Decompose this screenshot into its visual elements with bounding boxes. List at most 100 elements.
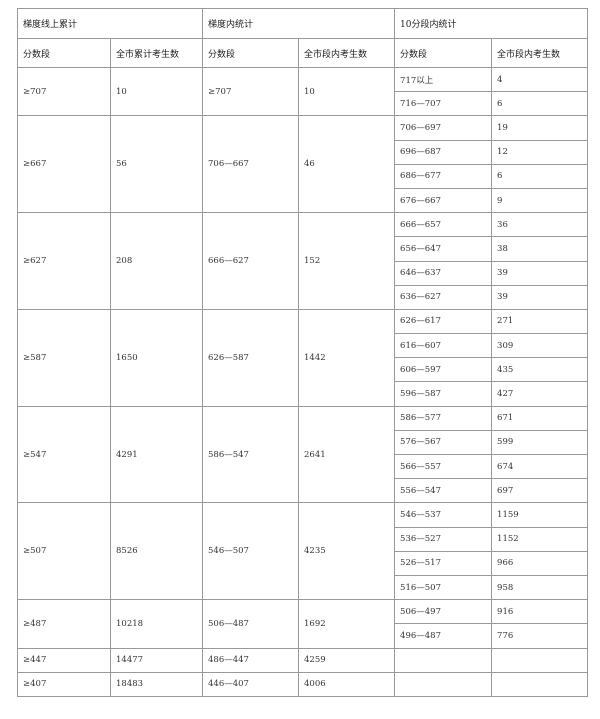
segment-range-cell: 556—547 [394, 478, 493, 504]
score-distribution-table: 梯度线上累计 梯度内统计 10分段内统计 分数段 全市累计考生数 分数段 全市段… [16, 8, 589, 697]
segment-count-cell: 4 [491, 66, 589, 93]
segment-range-cell: 516—507 [394, 574, 493, 601]
segment-range-cell: 616—607 [394, 333, 493, 359]
cumulative-range-cell: ≥407 [17, 671, 111, 697]
table-row: ≥667 56 706—667 46 706—697 19 [17, 115, 589, 214]
segment-count-cell: 966 [491, 550, 589, 576]
segment-count-cell: 39 [491, 260, 589, 286]
segment-range-cell [394, 671, 493, 697]
segment-range-cell: 717以上 [394, 66, 493, 93]
gradient-count-cell: 10 [298, 66, 396, 117]
gradient-range-cell: 446—407 [202, 671, 300, 697]
table-row: 606—597 435 [18, 357, 589, 383]
segment-range-cell: 636—627 [394, 284, 493, 310]
gradient-range-cell: 506—487 [202, 599, 300, 649]
cumulative-range-cell: ≥487 [17, 599, 111, 649]
segment-range-cell: 626—617 [394, 308, 493, 335]
segment-count-cell: 427 [491, 381, 589, 407]
segment-count-cell [491, 671, 589, 697]
cumulative-count-cell: 14477 [109, 647, 204, 673]
segment-range-cell: 506—497 [394, 599, 493, 625]
gradient-range-cell: 666—627 [202, 212, 300, 310]
segment-count-cell: 36 [491, 212, 589, 238]
table-row: ≥507 8526 546—507 4235 546—537 1159 [17, 502, 589, 601]
segment-count-cell: 9 [491, 187, 589, 214]
segment-count-cell: 697 [491, 478, 589, 504]
gradient-count-cell: 2641 [298, 405, 396, 504]
table-row: 686—677 6 [18, 163, 589, 189]
gradient-count-cell: 46 [298, 115, 396, 214]
group-header-gradient: 梯度内统计 [202, 8, 396, 39]
table-row: 616—607 309 [18, 333, 589, 359]
segment-range-cell: 676—667 [394, 187, 493, 214]
cumulative-range-cell: ≥507 [17, 502, 111, 601]
segment-count-cell: 599 [491, 429, 589, 456]
table-row: ≥547 4291 586—547 2641 586—577 671 [17, 405, 589, 504]
cumulative-range-cell: ≥707 [17, 66, 111, 117]
segment-range-cell: 496—487 [394, 623, 493, 649]
column-header: 全市段内考生数 [491, 38, 589, 68]
segment-range-cell: 586—577 [394, 405, 493, 431]
segment-range-cell: 656—647 [394, 236, 493, 262]
segment-range-cell: 686—677 [394, 163, 493, 189]
group-header-cumulative: 梯度线上累计 [16, 8, 204, 39]
gradient-count-cell: 1692 [298, 599, 396, 649]
segment-count-cell: 38 [491, 236, 589, 262]
segment-count-cell: 1159 [491, 502, 589, 528]
segment-count-cell: 39 [491, 284, 589, 310]
table-row: 496—487 776 [18, 623, 589, 649]
cumulative-count-cell: 10218 [109, 599, 204, 649]
column-header: 分数段 [17, 38, 111, 68]
column-header: 全市段内考生数 [298, 38, 396, 68]
segment-range-cell: 696—687 [394, 139, 493, 165]
segment-count-cell: 958 [491, 574, 589, 601]
cumulative-count-cell: 4291 [109, 405, 204, 504]
cumulative-count-cell: 10 [109, 66, 204, 117]
gradient-count-cell: 1442 [298, 308, 396, 407]
segment-count-cell: 6 [491, 91, 589, 117]
segment-range-cell: 526—517 [394, 550, 493, 576]
column-header: 全市累计考生数 [109, 38, 204, 68]
segment-count-cell: 309 [491, 333, 589, 359]
segment-count-cell [491, 647, 589, 673]
gradient-count-cell: 4259 [298, 647, 396, 673]
segment-range-cell: 646—637 [394, 260, 493, 286]
table-row: 556—547 697 [18, 478, 589, 504]
segment-range-cell: 546—537 [394, 502, 493, 528]
segment-range-cell: 706—697 [394, 115, 493, 141]
segment-count-cell: 671 [491, 405, 589, 431]
cumulative-count-cell: 56 [109, 115, 204, 214]
gradient-count-cell: 4235 [298, 502, 396, 601]
gradient-range-cell: 546—507 [202, 502, 300, 601]
segment-range-cell: 566—557 [394, 453, 493, 480]
segment-count-cell: 271 [491, 308, 589, 335]
table-row: ≥487 10218 506—487 1692 506—497 916 [17, 599, 589, 649]
table-row: 566—557 674 [18, 453, 589, 480]
segment-range-cell [394, 647, 493, 673]
cumulative-count-cell: 208 [109, 212, 204, 310]
segment-count-cell: 776 [491, 623, 589, 649]
group-header-row: 梯度线上累计 梯度内统计 10分段内统计 [16, 8, 589, 39]
table-row: ≥627 208 666—627 152 666—657 36 [17, 212, 589, 310]
column-header: 分数段 [202, 38, 300, 68]
table-row: ≥707 10 ≥707 10 717以上 4 [17, 66, 589, 117]
segment-count-cell: 12 [491, 139, 589, 165]
segment-count-cell: 1152 [491, 526, 589, 552]
cumulative-range-cell: ≥627 [17, 212, 111, 310]
segment-range-cell: 716—707 [394, 91, 493, 117]
gradient-range-cell: 486—447 [202, 647, 300, 673]
gradient-count-cell: 4006 [298, 671, 396, 697]
gradient-range-cell: 706—667 [202, 115, 300, 214]
table-row: 596—587 427 [18, 381, 589, 407]
column-header-row: 分数段 全市累计考生数 分数段 全市段内考生数 分数段 全市段内考生数 [17, 38, 589, 68]
column-header: 分数段 [394, 38, 493, 68]
cumulative-count-cell: 18483 [109, 671, 204, 697]
segment-count-cell: 916 [491, 599, 589, 625]
table-row: ≥447 14477 486—447 4259 [17, 647, 589, 673]
segment-range-cell: 666—657 [394, 212, 493, 238]
table-row: 656—647 38 [18, 236, 589, 262]
gradient-range-cell: ≥707 [202, 66, 300, 117]
segment-count-cell: 6 [491, 163, 589, 189]
table-row: ≥407 18483 446—407 4006 [17, 671, 589, 697]
cumulative-range-cell: ≥587 [17, 308, 111, 407]
